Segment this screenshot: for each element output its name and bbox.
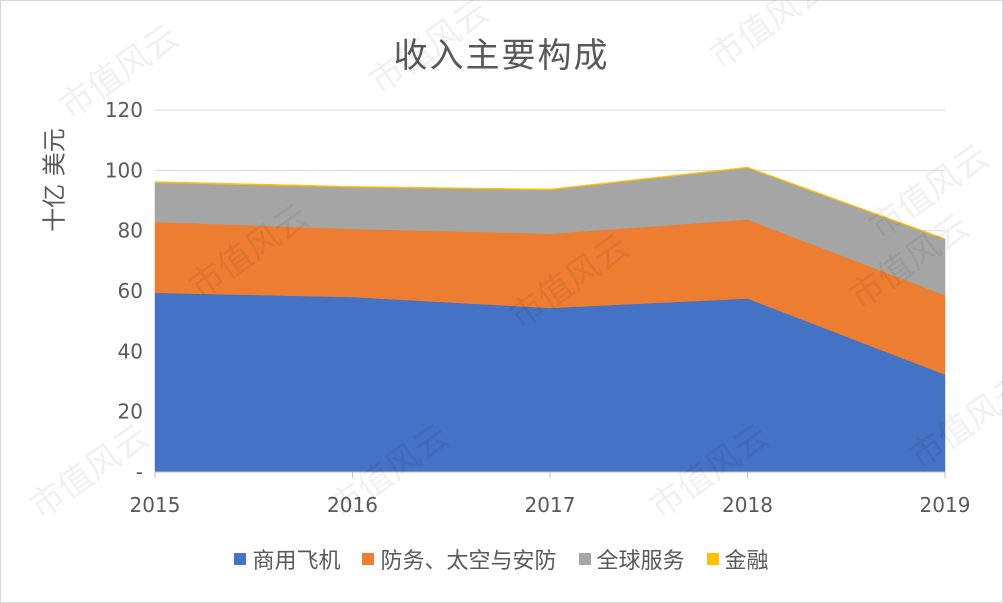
legend-item: 商用飞机 [234,543,340,575]
legend-item: 防务、太空与安防 [362,543,557,575]
legend-label: 金融 [724,549,769,574]
legend-item: 全球服务 [578,543,685,575]
y-tick-label: 20 [118,400,143,424]
x-tick-label: 2016 [327,493,378,517]
y-tick-label: 120 [105,98,143,122]
y-tick-label: 100 [105,158,143,182]
legend-label: 防务、太空与安防 [380,549,557,574]
legend-label: 商用飞机 [252,549,341,574]
area-series-layer [154,166,946,473]
y-tick-label: 80 [118,219,143,243]
legend: 商用飞机 防务、太空与安防 全球服务 金融 [0,543,1003,575]
x-tick-label: 2018 [722,493,773,517]
legend-item: 金融 [706,543,769,575]
x-tick-label: 2015 [130,493,181,517]
legend-swatch [362,553,375,565]
x-tick-label: 2017 [525,493,576,517]
legend-swatch [578,553,591,565]
area-series [154,166,946,240]
y-tick-label: 40 [118,339,143,363]
legend-label: 全球服务 [596,549,685,574]
legend-swatch [234,553,247,565]
x-tick-label: 2019 [920,493,971,517]
y-tick-label: 60 [118,279,143,303]
chart-title: 收入主要构成 [393,36,610,76]
legend-swatch [706,553,719,565]
y-tick-label: - [136,460,143,484]
axes: - 20 40 60 80 100 120 2015 2016 2017 2018 2019 [105,98,971,517]
